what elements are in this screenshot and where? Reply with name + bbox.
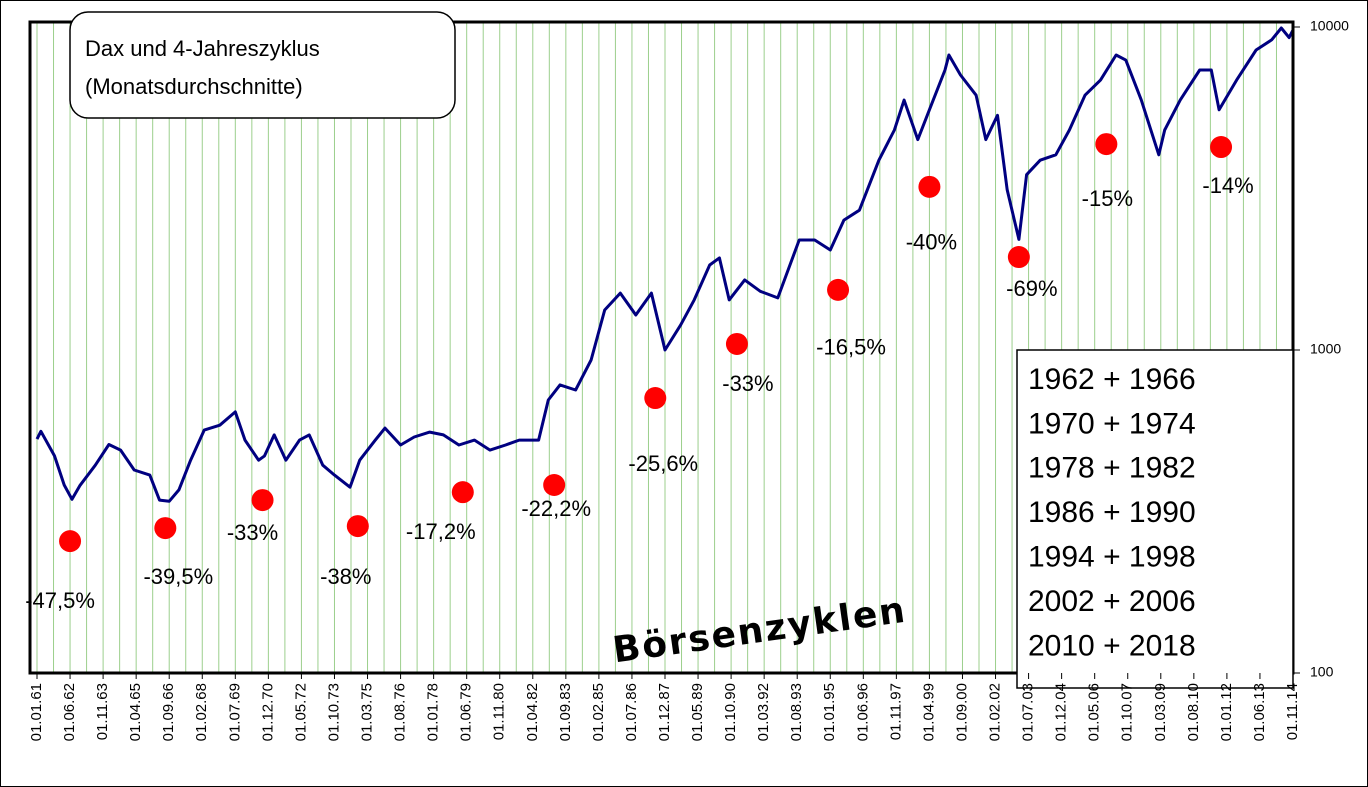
cycle-low-dot — [725, 332, 748, 355]
x-tick-label: 01.02.68 — [193, 683, 210, 741]
title-box — [69, 11, 456, 119]
cycle-low-label: -69% — [1006, 276, 1057, 301]
legend-line: 1978 + 1982 — [1028, 452, 1196, 485]
cycle-low-label: -16,5% — [816, 335, 886, 360]
x-tick-label: 01.01.78 — [425, 683, 442, 741]
cycle-low-label: -15% — [1082, 186, 1133, 211]
x-tick-label: 01.08.10 — [1185, 683, 1202, 741]
x-tick-label: 01.12.70 — [259, 683, 276, 741]
y-tick-label: 100 — [1310, 664, 1334, 680]
line — [35, 26, 1295, 503]
legend-line: 2010 + 2018 — [1028, 629, 1196, 662]
cycle-low-label: -47,5% — [25, 588, 95, 613]
x-tick-label: 01.09.00 — [953, 683, 970, 741]
x-tick-label: 01.01.61 — [28, 683, 45, 741]
legend-box — [1016, 349, 1294, 689]
x-tick-label: 01.06.96 — [854, 683, 871, 741]
x-tick-label: 01.04.65 — [127, 683, 144, 741]
x-tick-label: 01.04.99 — [920, 683, 937, 741]
cycle-low-label: -40% — [906, 230, 957, 255]
cycle-low-dot — [1095, 133, 1118, 156]
cycle-low-dot — [1210, 136, 1233, 159]
y-tick-label: 1000 — [1310, 341, 1341, 357]
x-tick-label: 01.10.90 — [722, 683, 739, 741]
legend-line: 1962 + 1966 — [1028, 363, 1196, 396]
chart-title: Dax und 4-Jahreszyklus — [85, 36, 320, 61]
cycle-low-dot — [918, 175, 941, 198]
chart-subtitle: (Monatsdurchschnitte) — [85, 74, 303, 99]
cycle-low-dot — [154, 517, 177, 540]
x-tick-label: 01.10.07 — [1119, 683, 1136, 741]
cycle-low-label: -22,2% — [521, 496, 591, 521]
x-tick-label: 01.07.69 — [226, 683, 243, 741]
plot-frame — [28, 20, 1295, 675]
x-tick-label: 01.02.02 — [986, 683, 1003, 741]
cycle-low-label: -33% — [227, 520, 278, 545]
x-tick-label: 01.10.73 — [325, 683, 342, 741]
cycle-low-dot — [59, 530, 82, 553]
cycle-low-dot — [251, 489, 274, 512]
x-tick-label: 01.05.06 — [1086, 683, 1103, 741]
y-tick-label: 10000 — [1310, 18, 1349, 34]
x-tick-label: 01.08.76 — [392, 683, 409, 741]
x-tick-label: 01.11.63 — [94, 683, 111, 740]
cycle-low-dot — [644, 387, 667, 410]
x-tick-label: 01.11.80 — [491, 683, 508, 740]
x-tick-label: 01.07.03 — [1020, 683, 1037, 741]
cycle-low-dot — [827, 278, 850, 301]
x-tick-label: 01.12.87 — [656, 683, 673, 741]
x-tick-label: 01.03.09 — [1152, 683, 1169, 741]
x-tick-label: 01.01.95 — [821, 683, 838, 741]
cycle-low-label: -39,5% — [143, 564, 213, 589]
cycle-low-dot — [346, 515, 369, 538]
cycle-low-label: -38% — [320, 564, 371, 589]
legend-line: 1994 + 1998 — [1028, 541, 1196, 574]
x-tick-label: 01.11.97 — [887, 683, 904, 740]
legend-line: 1986 + 1990 — [1028, 496, 1196, 529]
x-tick-label: 01.02.85 — [590, 683, 607, 741]
legend-line: 2002 + 2006 — [1028, 585, 1196, 618]
x-tick-label: 01.09.66 — [160, 683, 177, 741]
x-tick-label: 01.05.72 — [292, 683, 309, 741]
cycle-low-label: -25,6% — [628, 451, 698, 476]
legend-line: 1970 + 1974 — [1028, 407, 1196, 440]
cycle-low-label: -17,2% — [406, 519, 476, 544]
x-tick-label: 01.06.79 — [458, 683, 475, 741]
x-tick-label: 01.04.82 — [524, 683, 541, 741]
x-tick-label: 01.12.04 — [1053, 683, 1070, 741]
cycle-low-dot — [1007, 246, 1030, 269]
x-tick-label: 01.03.75 — [358, 683, 375, 741]
cycle-low-label: -33% — [722, 371, 773, 396]
x-tick-label: 01.07.86 — [623, 683, 640, 741]
x-tick-label: 01.03.92 — [755, 683, 772, 741]
cycle-low-dot — [543, 473, 566, 496]
x-tick-label: 01.08.93 — [788, 683, 805, 741]
cycle-low-dot — [451, 481, 474, 504]
x-tick-label: 01.05.89 — [689, 683, 706, 741]
x-tick-label: 01.06.62 — [61, 683, 78, 741]
cycle-low-label: -14% — [1202, 173, 1253, 198]
x-tick-label: 01.06.13 — [1251, 683, 1268, 741]
x-tick-label: 01.01.12 — [1218, 683, 1235, 741]
x-tick-label: 01.09.83 — [557, 683, 574, 741]
x-tick-label: 01.11.14 — [1284, 683, 1301, 740]
